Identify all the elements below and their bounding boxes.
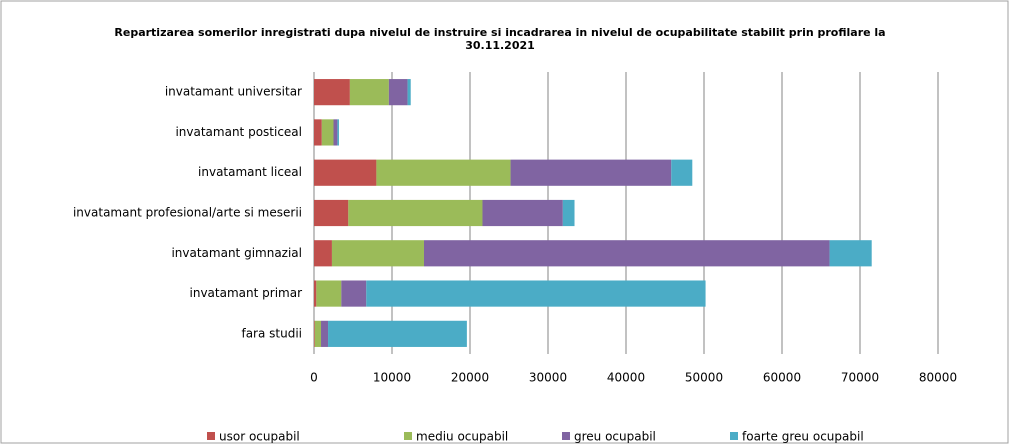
bar-segment xyxy=(314,320,315,347)
y-tick-label: invatamant gimnazial xyxy=(171,246,302,260)
chart-title: 30.11.2021 xyxy=(465,39,535,52)
bar-segment xyxy=(348,199,483,227)
bar-segment xyxy=(407,79,411,106)
bar-segment xyxy=(366,280,706,307)
x-tick-label: 50000 xyxy=(685,371,723,385)
bar-segment xyxy=(388,79,408,106)
x-tick-label: 80000 xyxy=(919,371,957,385)
bar-segment xyxy=(829,240,872,267)
bar-segment xyxy=(482,199,563,227)
bar-segment xyxy=(314,119,322,146)
x-tick-label: 20000 xyxy=(451,371,489,385)
legend-swatch xyxy=(730,432,738,440)
bar-segment xyxy=(510,159,672,186)
legend-label: greu ocupabil xyxy=(574,430,656,444)
y-tick-label: invatamant universitar xyxy=(165,85,302,99)
legend-label: foarte greu ocupabil xyxy=(742,430,864,444)
bar-segment xyxy=(376,159,511,186)
bar-segment xyxy=(314,159,377,186)
x-tick-label: 70000 xyxy=(841,371,879,385)
bar-segment xyxy=(423,240,830,267)
legend-label: mediu ocupabil xyxy=(416,430,508,444)
x-tick-label: 10000 xyxy=(373,371,411,385)
bar-segment xyxy=(316,280,342,307)
y-tick-label: invatamant primar xyxy=(190,286,303,300)
x-tick-label: 40000 xyxy=(607,371,645,385)
bar-segment xyxy=(314,320,322,347)
bar-segment xyxy=(314,280,317,307)
x-tick-label: 0 xyxy=(310,371,318,385)
legend-label: usor ocupabil xyxy=(219,430,300,444)
x-tick-label: 60000 xyxy=(763,371,801,385)
bar-segment xyxy=(321,119,334,146)
legend-swatch xyxy=(562,432,570,440)
legend-swatch xyxy=(207,432,215,440)
bar-segment xyxy=(314,240,332,267)
bar-segment xyxy=(328,320,467,347)
chart-title: Repartizarea somerilor inregistrati dupa… xyxy=(114,26,885,39)
bar-segment xyxy=(314,79,350,106)
bar-segment xyxy=(333,119,338,146)
y-tick-label: invatamant liceal xyxy=(198,165,302,179)
bar-segment xyxy=(349,79,389,106)
bar-segment xyxy=(337,119,339,146)
y-tick-label: invatamant posticeal xyxy=(175,125,302,139)
bar-segment xyxy=(341,280,367,307)
y-tick-label: invatamant profesional/arte si meserii xyxy=(73,206,302,220)
y-tick-label: fara studii xyxy=(241,326,302,340)
legend-swatch xyxy=(404,432,412,440)
x-tick-label: 30000 xyxy=(529,371,567,385)
bar-segment xyxy=(671,159,693,186)
bar-segment xyxy=(314,199,349,227)
bar-segment xyxy=(562,199,575,227)
bar-segment xyxy=(321,320,329,347)
bar-segment xyxy=(331,240,424,267)
